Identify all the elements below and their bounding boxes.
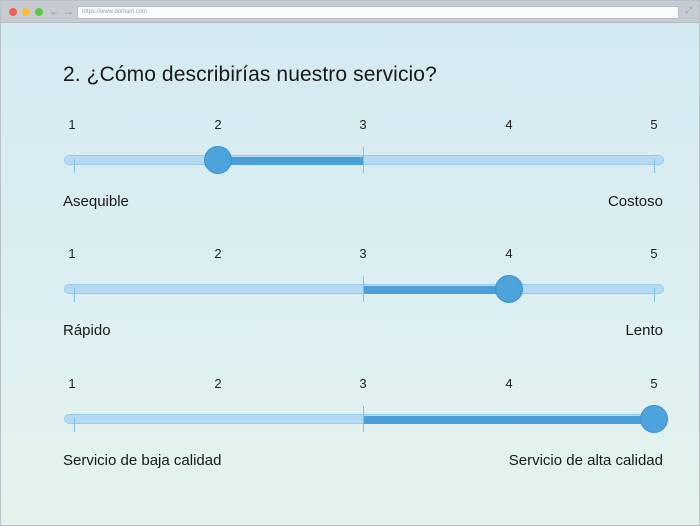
scale-left-label: Asequible <box>63 193 129 210</box>
scale-left-label: Rápido <box>63 322 111 339</box>
maximize-window-button[interactable] <box>35 8 43 16</box>
survey-page: 2. ¿Cómo describirías nuestro servicio? … <box>1 23 699 525</box>
end-tick <box>74 288 75 302</box>
scale-right-label: Servicio de alta calidad <box>508 452 663 469</box>
minimize-window-button[interactable] <box>22 8 30 16</box>
slider-thumb[interactable] <box>204 146 232 174</box>
slider-fill <box>218 157 363 165</box>
scale-number: 3 <box>359 376 367 391</box>
end-tick <box>654 159 655 173</box>
scale-number: 1 <box>68 246 76 261</box>
slider-thumb[interactable] <box>495 275 523 303</box>
scale-number: 2 <box>214 376 222 391</box>
close-window-button[interactable] <box>9 8 17 16</box>
rating-scale-3: 1 2 3 4 5 Servicio de baja calidad Servicio de… <box>1 376 699 476</box>
scale-number: 2 <box>214 246 222 261</box>
rating-scale-1: 1 2 3 4 5 Asequible Costoso <box>1 117 699 217</box>
scale-number: 1 <box>68 117 76 132</box>
center-tick <box>363 406 364 432</box>
scale-number: 3 <box>359 117 367 132</box>
browser-toolbar: ← → https://www.domain.com ⤢ <box>1 1 699 23</box>
scale-number: 4 <box>505 246 513 261</box>
slider-track[interactable] <box>64 155 664 165</box>
scale-number: 5 <box>650 376 658 391</box>
scale-right-label: Costoso <box>607 193 663 210</box>
slider-fill <box>363 416 654 424</box>
scale-left-label: Servicio de baja calidad <box>63 452 222 469</box>
end-tick <box>74 159 75 173</box>
slider-fill <box>363 286 509 294</box>
slider-thumb[interactable] <box>640 405 668 433</box>
scale-number: 4 <box>505 117 513 132</box>
rating-scale-2: 1 2 3 4 5 Rápido Lento <box>1 246 699 346</box>
question-title: 2. ¿Cómo describirías nuestro servicio? <box>63 63 437 86</box>
scale-number: 5 <box>650 246 658 261</box>
center-tick <box>363 276 364 302</box>
scale-number: 5 <box>650 117 658 132</box>
scale-number: 4 <box>505 376 513 391</box>
end-tick <box>654 288 655 302</box>
center-tick <box>363 147 364 173</box>
back-arrow-icon[interactable]: ← <box>49 4 61 18</box>
scale-number: 1 <box>68 376 76 391</box>
expand-icon[interactable]: ⤢ <box>685 5 693 15</box>
scale-number: 2 <box>214 117 222 132</box>
forward-arrow-icon[interactable]: → <box>62 4 74 18</box>
scale-right-label: Lento <box>625 322 663 339</box>
end-tick <box>74 418 75 432</box>
scale-number: 3 <box>359 246 367 261</box>
address-bar[interactable]: https://www.domain.com <box>77 6 679 19</box>
